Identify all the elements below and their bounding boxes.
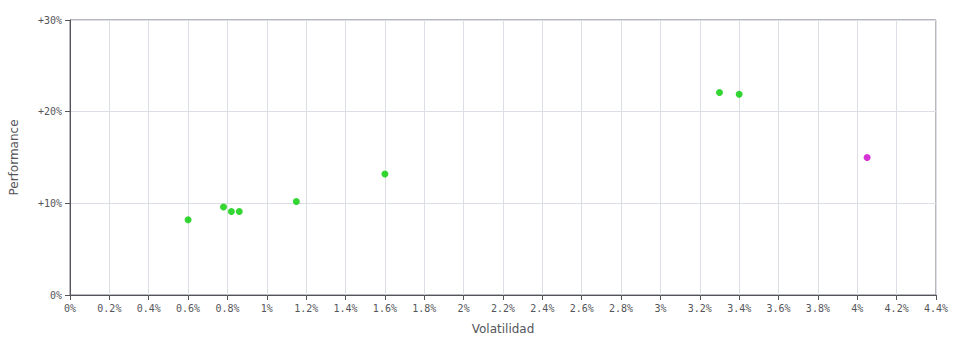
svg-text:0.2%: 0.2% [97,303,121,314]
svg-text:0.6%: 0.6% [176,303,200,314]
svg-text:Performance: Performance [7,119,21,195]
svg-text:3.8%: 3.8% [806,303,830,314]
svg-text:4.2%: 4.2% [885,303,909,314]
svg-text:3.4%: 3.4% [727,303,751,314]
svg-text:Volatilidad: Volatilidad [472,322,535,336]
svg-text:0%: 0% [50,290,62,301]
svg-text:2.8%: 2.8% [609,303,633,314]
svg-text:2.6%: 2.6% [570,303,594,314]
svg-text:3.2%: 3.2% [688,303,712,314]
svg-text:1.6%: 1.6% [373,303,397,314]
svg-text:1.8%: 1.8% [412,303,436,314]
svg-text:4.4%: 4.4% [924,303,948,314]
svg-text:4%: 4% [851,303,863,314]
svg-text:2.4%: 2.4% [530,303,554,314]
svg-text:2.2%: 2.2% [491,303,515,314]
svg-text:1%: 1% [261,303,273,314]
svg-text:3%: 3% [654,303,666,314]
svg-text:0%: 0% [64,303,76,314]
svg-text:1.4%: 1.4% [333,303,357,314]
svg-text:0.4%: 0.4% [137,303,161,314]
svg-text:+20%: +20% [38,106,62,117]
svg-text:2%: 2% [458,303,470,314]
svg-text:3.6%: 3.6% [766,303,790,314]
svg-text:+10%: +10% [38,198,62,209]
svg-text:+30%: +30% [38,15,62,26]
svg-text:1.2%: 1.2% [294,303,318,314]
svg-text:0.8%: 0.8% [215,303,239,314]
